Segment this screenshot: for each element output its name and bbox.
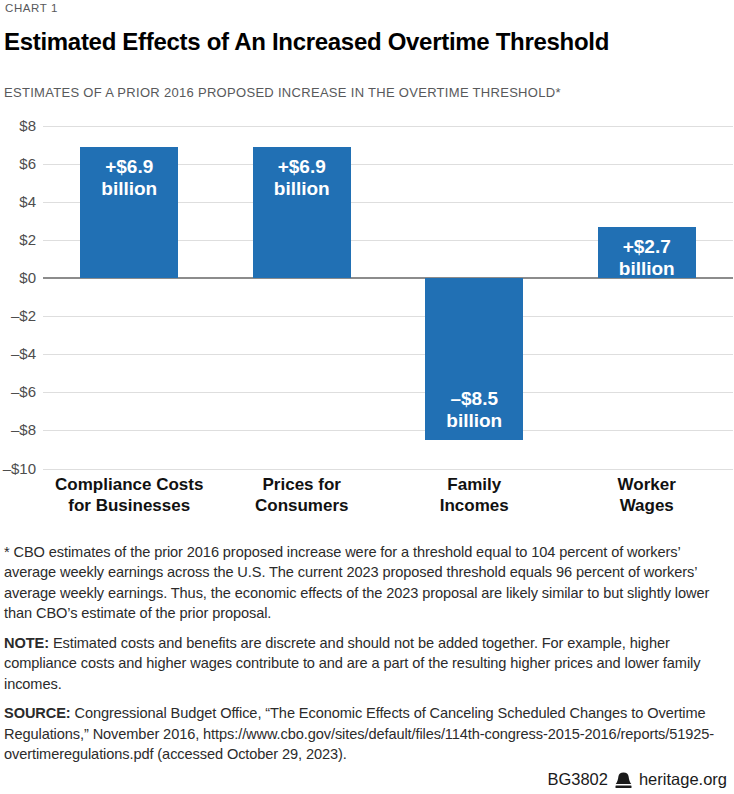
gridline xyxy=(43,430,733,431)
y-tick-label: $8 xyxy=(0,116,36,136)
chart-page: CHART 1 Estimated Effects of An Increase… xyxy=(0,0,734,794)
footer: BG3802 heritage.org xyxy=(547,770,727,789)
bar-value-label: +$6.9billion xyxy=(253,156,351,200)
note-paragraph: NOTE: Estimated costs and benefits are d… xyxy=(4,633,730,695)
y-tick-label: –$2 xyxy=(0,306,36,326)
site-name: heritage.org xyxy=(639,770,727,789)
y-tick-label: –$10 xyxy=(0,459,36,479)
gridline xyxy=(43,126,733,127)
note-label: NOTE: xyxy=(4,635,49,651)
chart-subtitle: ESTIMATES OF A PRIOR 2016 PROPOSED INCRE… xyxy=(4,85,729,100)
y-tick-label: $6 xyxy=(0,154,36,174)
y-tick-label: –$6 xyxy=(0,382,36,402)
bar-value-label: –$8.5billion xyxy=(425,388,523,432)
bar-value-label: +$6.9billion xyxy=(80,156,178,200)
bar-4: +$2.7billion xyxy=(598,227,696,278)
gridline xyxy=(43,316,733,317)
y-tick-label: $0 xyxy=(0,268,36,288)
bar-1: +$6.9billion xyxy=(80,147,178,278)
chart-kicker: CHART 1 xyxy=(5,0,729,14)
category-label: Compliance Costsfor Businesses xyxy=(43,474,216,517)
source-label: SOURCE: xyxy=(4,705,71,721)
category-label: FamilyIncomes xyxy=(388,474,561,517)
liberty-bell-icon xyxy=(615,772,632,788)
notes-block: * CBO estimates of the prior 2016 propos… xyxy=(4,542,730,765)
gridline xyxy=(43,392,733,393)
bar-2: +$6.9billion xyxy=(253,147,351,278)
source-text: Congressional Budget Office, “The Econom… xyxy=(4,705,714,762)
bar-value-label: +$2.7billion xyxy=(598,236,696,280)
gridline xyxy=(43,354,733,355)
category-label: Prices forConsumers xyxy=(216,474,389,517)
category-axis: Compliance Costsfor BusinessesPrices for… xyxy=(43,469,733,519)
bar-3: –$8.5billion xyxy=(425,278,523,440)
source-paragraph: SOURCE: Congressional Budget Office, “Th… xyxy=(4,703,730,765)
y-tick-label: $2 xyxy=(0,230,36,250)
note-text: Estimated costs and benefits are discret… xyxy=(4,635,700,692)
y-tick-label: $4 xyxy=(0,192,36,212)
y-tick-label: –$8 xyxy=(0,420,36,440)
page-title: Estimated Effects of An Increased Overti… xyxy=(4,28,729,56)
plot-area: $8$6$4$2$0–$2–$4–$6–$8–$10+$6.9billion+$… xyxy=(43,126,733,469)
footnote-text: * CBO estimates of the prior 2016 propos… xyxy=(4,542,730,624)
gridline xyxy=(43,469,733,470)
document-id: BG3802 xyxy=(547,770,608,789)
bar-chart: $8$6$4$2$0–$2–$4–$6–$8–$10+$6.9billion+$… xyxy=(0,126,734,519)
y-tick-label: –$4 xyxy=(0,344,36,364)
category-label: WorkerWages xyxy=(561,474,734,517)
